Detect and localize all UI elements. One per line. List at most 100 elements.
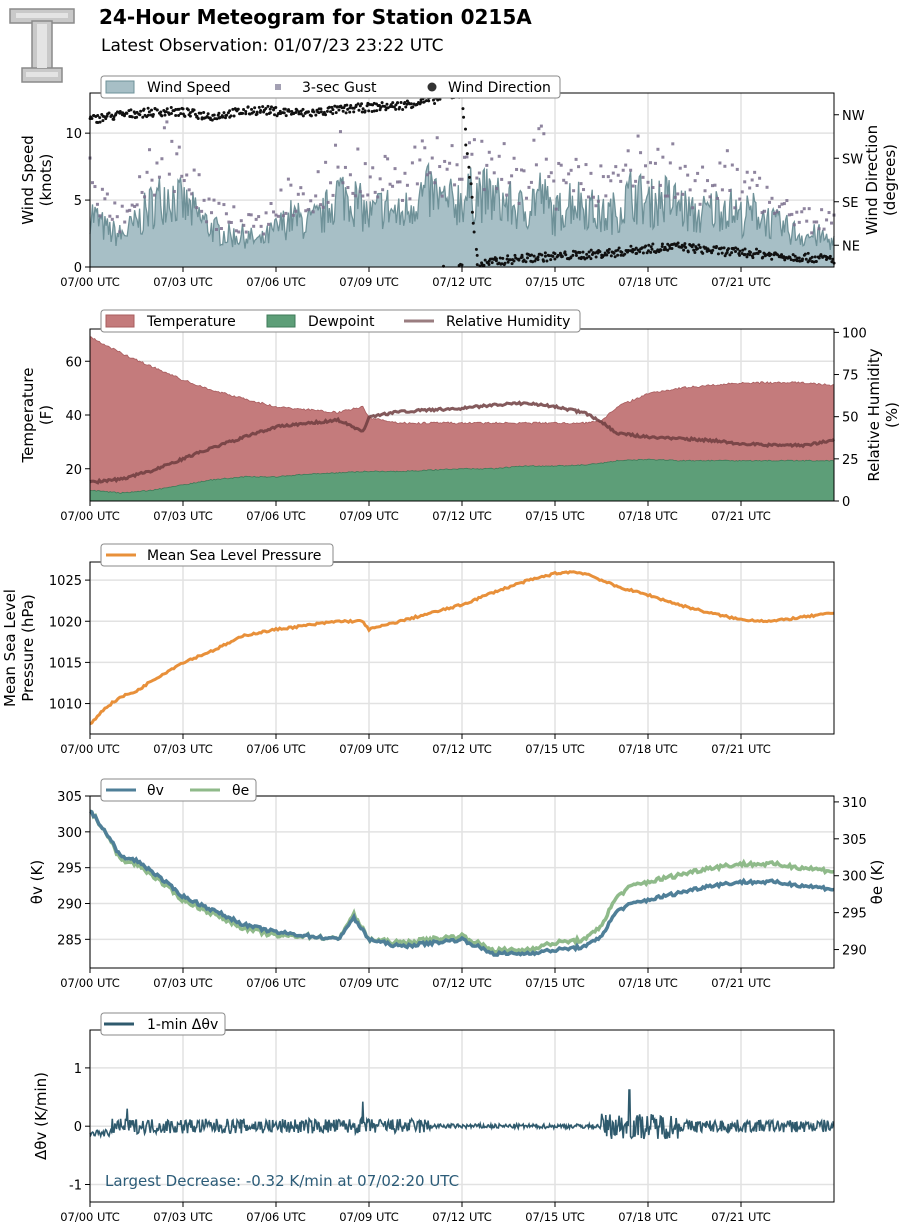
gust-marker xyxy=(398,180,402,184)
x-tick-label: 07/12 UTC xyxy=(432,976,492,990)
gust-marker xyxy=(676,192,680,196)
y-tick-label: 0 xyxy=(74,261,82,276)
gust-marker xyxy=(314,194,318,198)
wind-direction-point xyxy=(98,116,102,120)
wind-direction-point xyxy=(179,112,183,116)
gust-marker xyxy=(373,190,377,194)
gust-marker xyxy=(782,202,786,206)
wind-direction-point xyxy=(781,256,785,260)
gust-marker xyxy=(696,171,700,175)
gust-marker xyxy=(304,209,308,213)
wind-direction-point xyxy=(589,257,593,261)
gust-marker xyxy=(579,182,583,186)
gust-marker xyxy=(244,230,248,234)
wind-direction-point xyxy=(770,257,774,261)
gust-marker xyxy=(195,206,199,210)
x-tick-label: 07/18 UTC xyxy=(618,275,678,289)
wind-direction-point xyxy=(174,113,178,117)
gust-marker xyxy=(177,145,181,149)
wind-direction-point xyxy=(360,102,364,106)
gust-marker xyxy=(475,176,479,180)
gust-marker xyxy=(559,163,563,167)
y-tick-label: 295 xyxy=(57,862,82,877)
gust-marker xyxy=(621,168,625,172)
dtheta-panel: -1 0 1 07/00 UTC 07/03 UTC 07/06 UTC 07/09 UTC… xyxy=(32,1012,835,1224)
gust-marker xyxy=(490,157,494,161)
gust-marker xyxy=(435,136,439,140)
gust-marker xyxy=(284,211,288,215)
wind-direction-point xyxy=(754,247,758,251)
wind-direction-point xyxy=(396,101,400,105)
wind-direction-point xyxy=(543,251,547,255)
gust-marker xyxy=(396,180,400,184)
gust-marker xyxy=(532,138,536,142)
wind-direction-point xyxy=(222,111,226,115)
wind-direction-point xyxy=(578,250,582,254)
wind-direction-point xyxy=(564,253,568,257)
y-tick-label: 1010 xyxy=(49,698,82,713)
gust-marker xyxy=(770,196,774,200)
wind-direction-point xyxy=(246,105,250,109)
wind-direction-point xyxy=(319,107,323,111)
wind-direction-point xyxy=(125,111,129,115)
gust-marker xyxy=(279,188,283,192)
gust-marker xyxy=(453,183,457,187)
gust-marker xyxy=(467,141,471,145)
gust-marker xyxy=(671,142,675,146)
gust-marker xyxy=(259,224,263,228)
x-tick-label: 07/03 UTC xyxy=(153,742,213,756)
y-tick-label: 305 xyxy=(57,790,82,805)
gust-marker xyxy=(430,156,434,160)
gust-marker xyxy=(229,221,233,225)
wind-direction-point xyxy=(151,113,155,117)
gust-marker xyxy=(269,202,273,206)
gust-marker xyxy=(480,139,484,143)
wind-direction-point xyxy=(631,250,635,254)
gust-marker xyxy=(795,210,799,214)
x-tick-label: 07/03 UTC xyxy=(153,509,213,523)
wind-direction-point xyxy=(711,248,715,252)
wind-direction-point xyxy=(629,244,633,248)
wind-direction-point xyxy=(686,250,690,254)
gust-marker xyxy=(817,227,821,231)
wind-direction-point xyxy=(112,117,116,121)
y2-tick-label: 0 xyxy=(842,495,850,510)
wind-direction-point xyxy=(727,247,731,251)
gust-marker xyxy=(306,208,310,212)
gust-marker xyxy=(517,202,521,206)
wind-direction-point xyxy=(694,245,698,249)
gust-marker xyxy=(212,198,216,202)
wind-direction-point xyxy=(345,103,349,107)
y-tick-label: 1025 xyxy=(49,574,82,589)
theta-v-axis-label: θv (K) xyxy=(28,860,46,904)
wind-direction-point xyxy=(536,258,540,262)
wind-direction-point xyxy=(331,112,335,116)
wind-direction-point xyxy=(684,245,688,249)
gust-marker xyxy=(175,152,179,156)
gust-marker xyxy=(718,161,722,165)
wind-direction-point xyxy=(177,107,181,111)
gust-marker xyxy=(311,210,315,214)
wind-direction-point xyxy=(138,113,142,117)
wind-direction-point xyxy=(253,106,257,110)
wind-direction-point xyxy=(183,114,187,118)
wind-direction-point xyxy=(763,254,767,258)
gust-marker xyxy=(495,187,499,191)
legend: θv θe xyxy=(100,778,257,802)
wind-direction-point xyxy=(433,101,437,105)
gust-marker xyxy=(611,171,615,175)
gust-marker xyxy=(812,220,816,224)
y2-tick-label: 75 xyxy=(842,369,859,384)
wind-direction-point xyxy=(470,210,474,214)
x-tick-label: 07/06 UTC xyxy=(246,1210,306,1224)
gust-marker xyxy=(172,189,176,193)
wind-direction-point xyxy=(680,243,684,247)
gust-marker xyxy=(564,181,568,185)
wind-direction-point xyxy=(225,113,229,117)
wind-direction-point xyxy=(266,104,270,108)
gust-marker xyxy=(785,199,789,203)
wind-direction-point xyxy=(801,257,805,261)
wind-direction-point xyxy=(475,263,479,267)
wind-direction-point xyxy=(146,113,150,117)
wind-direction-point xyxy=(155,108,159,112)
